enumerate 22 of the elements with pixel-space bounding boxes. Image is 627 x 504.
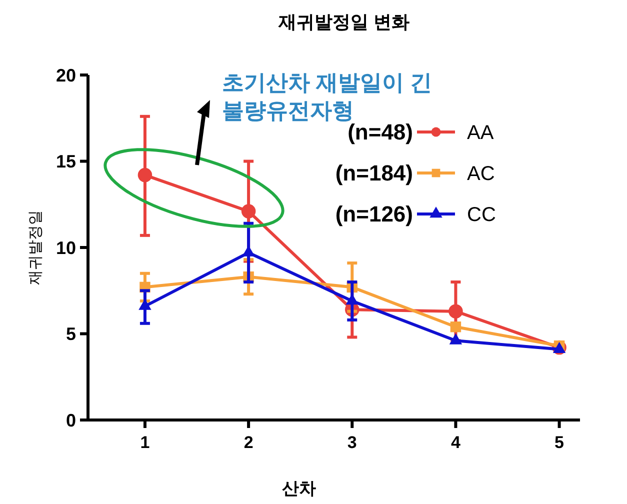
point bbox=[450, 321, 462, 332]
y-tick-label: 0 bbox=[66, 410, 76, 430]
x-tick-label: 2 bbox=[244, 433, 254, 452]
annotation: (n=184) bbox=[335, 160, 413, 186]
legend-label: CC bbox=[467, 204, 496, 226]
y-tick-label: 20 bbox=[56, 65, 76, 86]
x-tick-label: 4 bbox=[450, 433, 461, 452]
x-tick-label: 1 bbox=[140, 433, 150, 452]
chart-title: 재귀발정일 변화 bbox=[277, 12, 410, 32]
annotation: (n=126) bbox=[335, 202, 413, 227]
y-tick-label: 5 bbox=[66, 324, 76, 344]
legend-label: AC bbox=[467, 163, 495, 185]
legend-label: AA bbox=[467, 122, 494, 144]
y-tick-label: 15 bbox=[56, 152, 76, 172]
point bbox=[448, 304, 463, 318]
x-tick-label: 5 bbox=[554, 433, 564, 452]
point bbox=[138, 168, 152, 182]
y-axis-title: 재귀발정일 bbox=[27, 210, 44, 285]
y-tick-label: 10 bbox=[56, 238, 76, 258]
x-axis-title: 산차 bbox=[282, 479, 316, 498]
x-tick-label: 3 bbox=[347, 433, 357, 452]
point bbox=[241, 204, 256, 218]
